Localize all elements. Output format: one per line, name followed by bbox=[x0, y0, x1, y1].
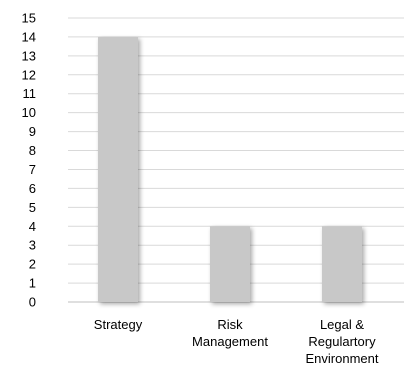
x-tick-label: Environment bbox=[306, 351, 379, 365]
y-tick-label: 1 bbox=[29, 276, 36, 291]
x-tick-label: Risk bbox=[217, 317, 243, 332]
y-tick-label: 11 bbox=[23, 86, 37, 101]
y-tick-label: 15 bbox=[22, 11, 36, 26]
bar-2 bbox=[322, 226, 362, 302]
y-tick-label: 0 bbox=[29, 295, 36, 310]
y-tick-label: 14 bbox=[22, 29, 36, 44]
y-tick-label: 12 bbox=[22, 67, 36, 82]
y-tick-label: 7 bbox=[29, 162, 36, 177]
y-tick-label: 13 bbox=[22, 48, 36, 63]
x-tick-label: Regulartory bbox=[308, 334, 376, 349]
y-tick-label: 2 bbox=[29, 257, 36, 272]
y-tick-label: 6 bbox=[29, 181, 36, 196]
y-tick-label: 3 bbox=[29, 238, 36, 253]
y-tick-label: 4 bbox=[29, 219, 36, 234]
x-tick-label: Legal & bbox=[320, 317, 364, 332]
x-tick-label: Management bbox=[192, 334, 268, 349]
bar-1 bbox=[210, 226, 250, 302]
y-tick-label: 8 bbox=[29, 143, 36, 158]
x-tick-label: Strategy bbox=[94, 317, 143, 332]
y-tick-label: 9 bbox=[29, 124, 36, 139]
bar-0 bbox=[98, 36, 138, 302]
x-axis-labels: Strategy Risk Management Legal & Regulartory… bbox=[94, 317, 379, 366]
y-tick-label: 5 bbox=[29, 200, 36, 215]
bars bbox=[98, 36, 362, 302]
y-tick-label: 10 bbox=[22, 105, 36, 120]
